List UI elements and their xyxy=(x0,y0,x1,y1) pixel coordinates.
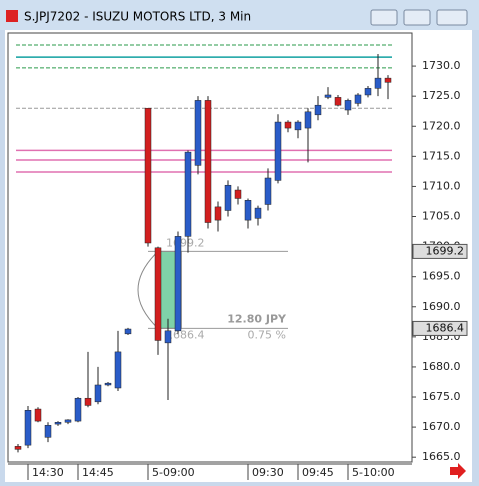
y-tick-label: 1670.0 xyxy=(422,420,461,433)
title-bar xyxy=(0,0,479,30)
measure-low-label: 1686.4 xyxy=(166,328,205,341)
x-tick-label: 14:45 xyxy=(82,466,114,479)
y-tick-label: 1675.0 xyxy=(422,390,461,403)
candle-body xyxy=(244,200,252,221)
y-tick-label: 1680.0 xyxy=(422,360,461,373)
candle-body xyxy=(84,397,92,406)
candle-body xyxy=(44,425,52,438)
candle-body xyxy=(224,184,232,211)
candle-body xyxy=(104,382,112,386)
candle-body xyxy=(54,422,62,425)
scroll-arrow[interactable] xyxy=(450,463,466,479)
candle-body xyxy=(194,100,202,166)
candle-body xyxy=(344,100,352,111)
x-tick-label: 5-10:00 xyxy=(352,466,395,479)
close-button[interactable] xyxy=(436,9,468,26)
candle-body xyxy=(34,408,42,422)
candle-body xyxy=(64,419,72,423)
y-tick-label: 1665.0 xyxy=(422,450,461,463)
x-tick-label: 09:30 xyxy=(252,466,284,479)
candle-body xyxy=(14,446,22,450)
candle-body xyxy=(204,100,212,223)
price-box-label: 1699.2 xyxy=(426,244,465,257)
window-title: S.JPJ7202 - ISUZU MOTORS LTD, 3 Min xyxy=(24,10,251,24)
minimize-button[interactable] xyxy=(370,9,398,26)
candle-body xyxy=(314,104,322,116)
candle-body xyxy=(284,121,292,129)
x-tick-label: 09:45 xyxy=(302,466,334,479)
candle-body xyxy=(264,177,272,205)
candle-body xyxy=(294,121,302,131)
candle-body xyxy=(374,77,382,89)
candle-body xyxy=(24,410,32,446)
candle-body xyxy=(334,97,342,106)
candle-body xyxy=(164,330,172,344)
measure-change: 12.80 JPY xyxy=(227,312,287,325)
y-tick-label: 1705.0 xyxy=(422,210,461,223)
y-tick-label: 1710.0 xyxy=(422,179,461,192)
price-box xyxy=(412,320,468,336)
candle-body xyxy=(324,94,332,98)
candle-body xyxy=(124,328,132,335)
candle-body xyxy=(214,206,222,221)
price-box xyxy=(412,243,468,259)
x-tick-label: 14:30 xyxy=(32,466,64,479)
candle-body xyxy=(114,351,122,389)
candle-body xyxy=(184,151,192,237)
measure-arc xyxy=(137,251,159,329)
candle-body xyxy=(154,247,162,341)
y-tick-label: 1715.0 xyxy=(422,149,461,162)
price-box-label: 1686.4 xyxy=(426,321,465,334)
y-tick-label: 1730.0 xyxy=(422,59,461,72)
plot-frame xyxy=(7,32,413,463)
candle-body xyxy=(94,384,102,403)
y-tick-label: 1695.0 xyxy=(422,270,461,283)
measure-high-label: 1699.2 xyxy=(166,236,205,249)
candle-body xyxy=(254,207,262,219)
candle-body xyxy=(304,111,312,129)
maximize-button[interactable] xyxy=(403,9,431,26)
y-tick-label: 1690.0 xyxy=(422,300,461,313)
candle-body xyxy=(354,94,362,104)
candle-body xyxy=(364,88,372,96)
x-tick-label: 5-09:00 xyxy=(152,466,195,479)
candle-body xyxy=(144,107,152,244)
y-tick-label: 1725.0 xyxy=(422,89,461,102)
candle-body xyxy=(174,236,182,332)
candle-body xyxy=(234,189,242,199)
app-icon xyxy=(6,10,18,22)
y-tick-label: 1720.0 xyxy=(422,119,461,132)
candle-body xyxy=(274,121,282,181)
measure-percent: 0.75 % xyxy=(248,328,286,341)
candle-body xyxy=(384,77,392,83)
candle-body xyxy=(74,397,82,422)
